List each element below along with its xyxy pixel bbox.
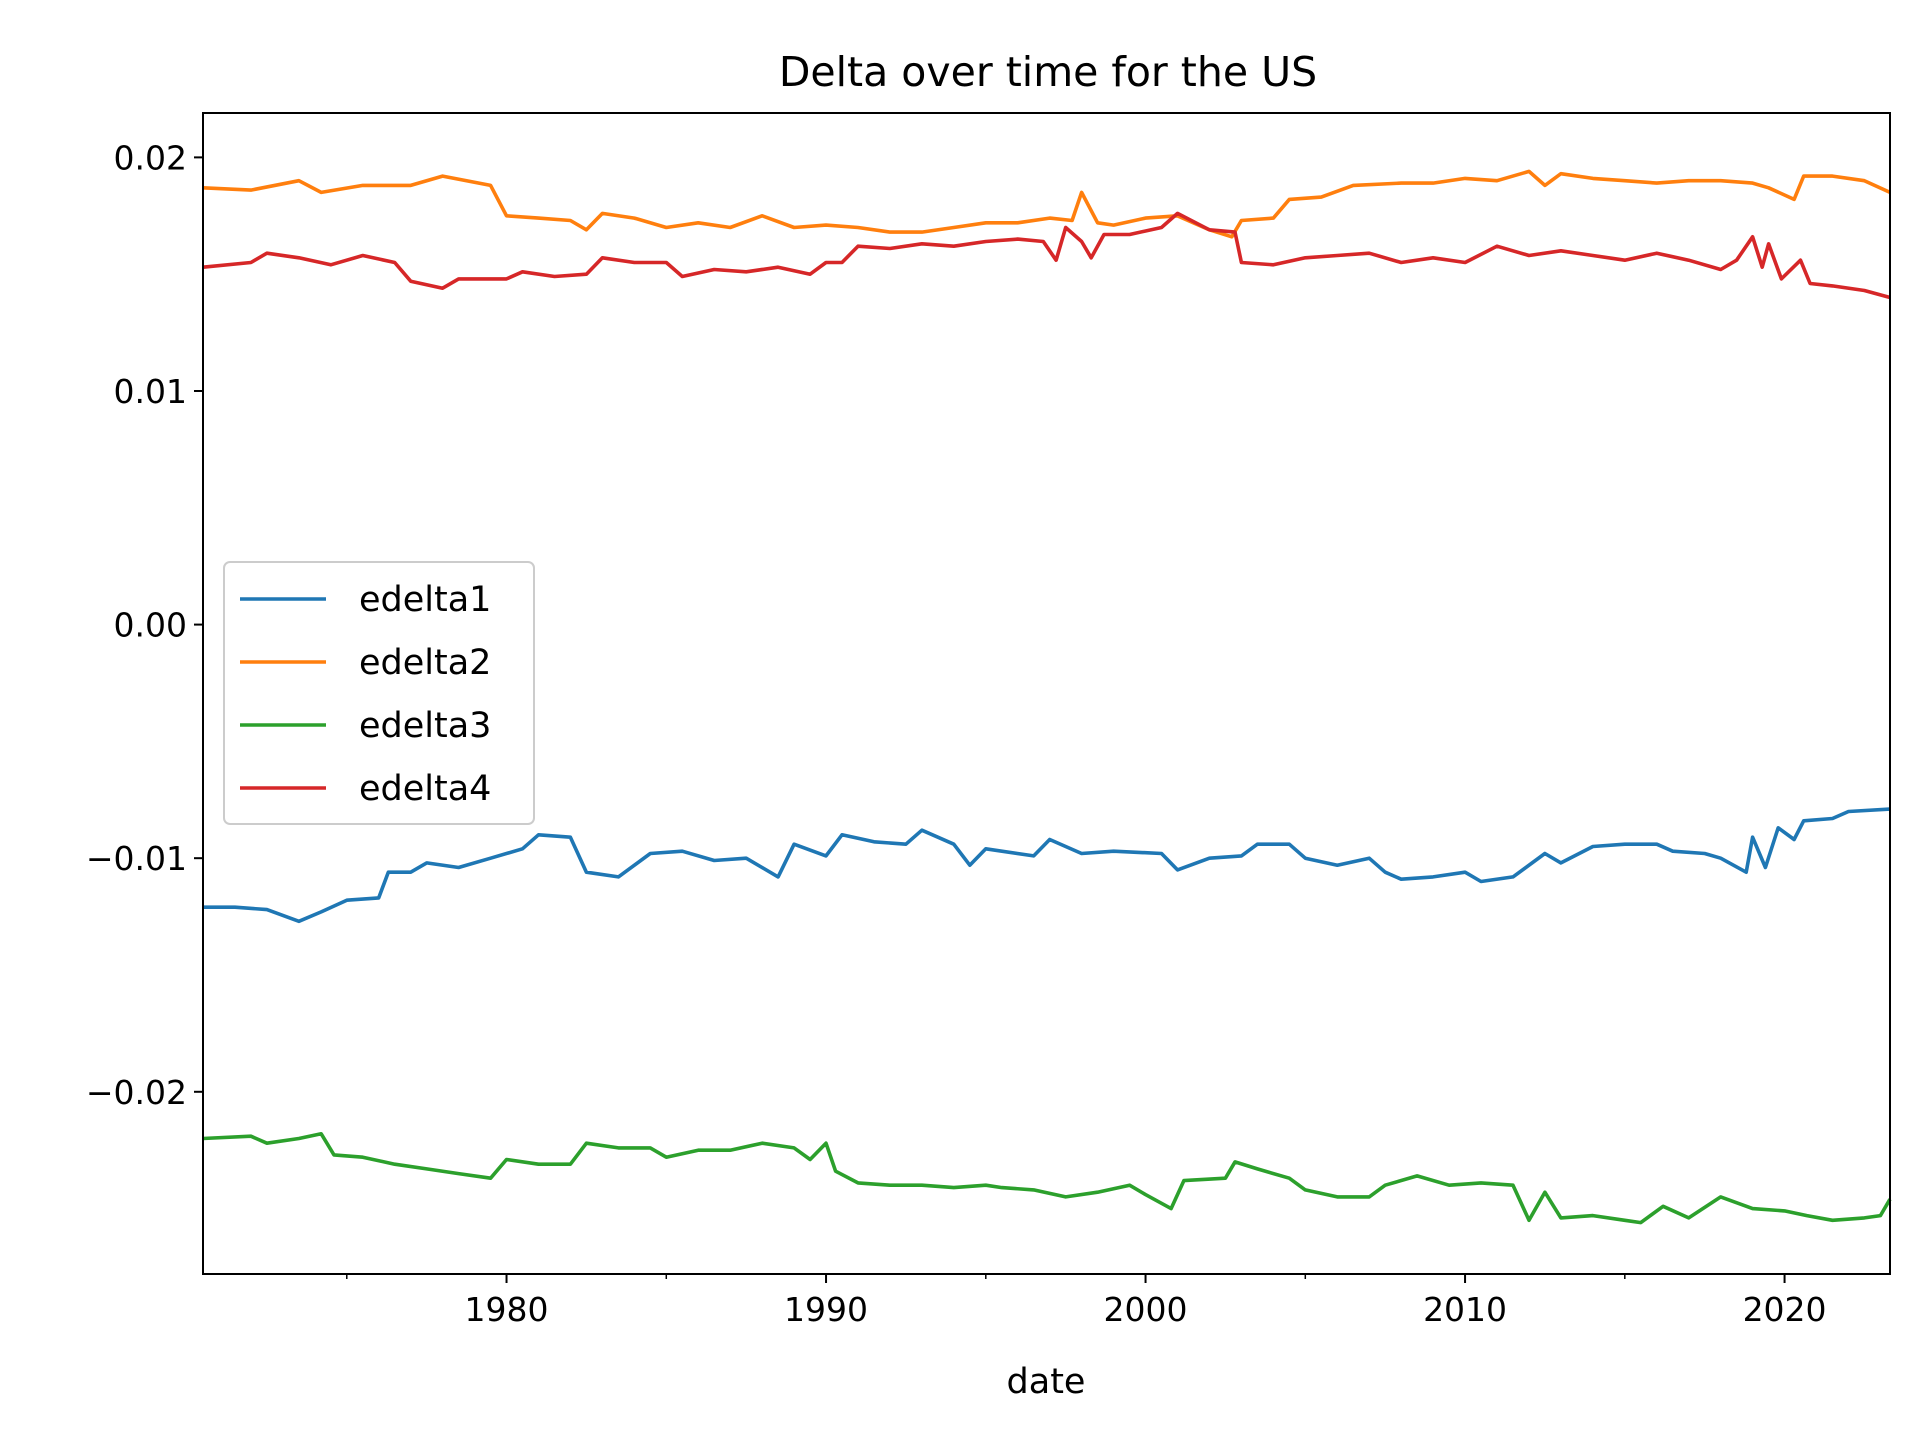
x-tick-label: 1980	[465, 1290, 549, 1329]
legend-label-edelta1: edelta1	[359, 580, 491, 620]
y-tick-label: 0.02	[114, 138, 187, 177]
legend-label-edelta3: edelta3	[359, 706, 491, 746]
x-axis: 1980 1990 2000 2010 2020	[346, 1274, 1827, 1329]
legend-label-edelta2: edelta2	[359, 643, 491, 683]
series-line-edelta2	[202, 169, 1891, 239]
x-tick-label: 1990	[784, 1290, 868, 1329]
x-axis-label: date	[1007, 1362, 1086, 1402]
y-tick-label: 0.01	[114, 372, 187, 411]
y-tick-label: −0.02	[86, 1073, 187, 1112]
legend-box	[223, 561, 535, 825]
x-tick-label: 2010	[1423, 1290, 1507, 1329]
chart-title: Delta over time for the US	[779, 48, 1317, 96]
series-line-edelta4	[202, 211, 1891, 300]
legend: edelta1 edelta2 edelta3 edelta4	[223, 561, 535, 825]
plot-frame	[202, 112, 1891, 1275]
y-tick-label: 0.00	[114, 606, 187, 645]
series-layer	[202, 169, 1892, 1225]
y-tick-label: −0.01	[86, 839, 187, 878]
legend-label-edelta4: edelta4	[359, 769, 491, 809]
y-axis: 0.02 0.01 0.00 −0.01 −0.02	[86, 138, 203, 1112]
x-tick-label: 2000	[1104, 1290, 1188, 1329]
x-tick-label: 2020	[1743, 1290, 1827, 1329]
series-line-edelta3	[202, 1132, 1892, 1225]
series-line-edelta1	[203, 807, 1891, 924]
